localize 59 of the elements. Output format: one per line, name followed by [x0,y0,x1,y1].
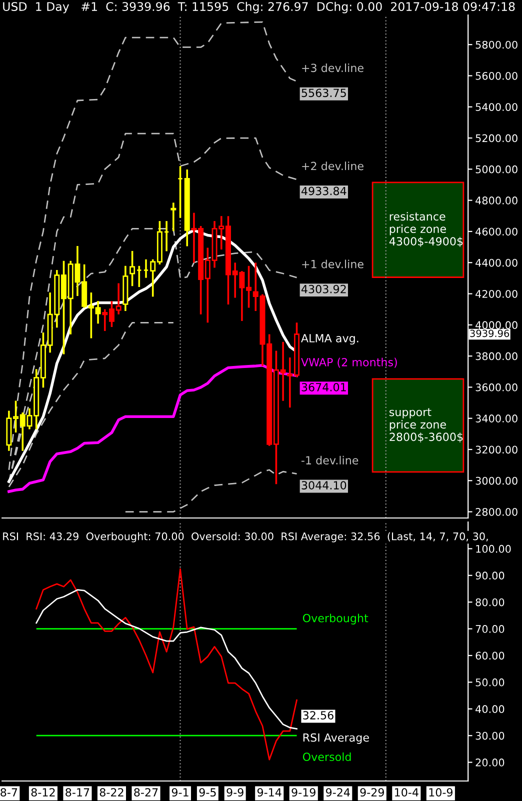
y-tick-label: 60.00 [476,652,504,660]
y-tick-label: 3600.00 [476,383,518,392]
x-tick-label: 8-7 [0,788,18,797]
data-label: 3044.10 [302,481,346,490]
x-tick-label: 9-1 [172,788,188,797]
data-label: 3674.01 [302,382,346,392]
y-tick-label: 30.00 [476,732,504,740]
y-tick-label: 4200.00 [476,290,518,298]
x-tick-label: 9-19 [292,788,316,797]
y-tick-label: 3000.00 [476,476,518,485]
series-label: +1 dev.line [302,260,364,268]
data-label: 4933.84 [301,186,346,196]
y-tick-label: 4800.00 [476,196,518,204]
band-label: resistance price zone 4300$-4900$ [389,212,463,247]
x-tick-label: 8-22 [100,788,124,797]
x-tick-label: 9-29 [360,788,384,797]
x-tick-label: 9-5 [199,788,216,797]
legend-label: RSI Average [303,733,369,744]
y-tick-label: 80.00 [476,598,504,606]
data-label: 4303.92 [301,284,346,294]
y-tick-label: 70.00 [476,625,504,633]
series-label: -1 dev.line [301,456,358,464]
series-label: +3 dev.line [302,64,364,72]
y-tick-label: 5800.00 [476,40,518,49]
series-label: +2 dev.line [302,162,364,170]
y-tick-label: 5200.00 [476,134,518,142]
data-label: 32.56 [303,711,334,720]
x-tick-label: 8-27 [134,788,158,797]
series-label: ALMA avg. [301,334,358,345]
band-label: support price zone 2800$-3600$ [389,408,463,443]
y-tick-label: 4000.00 [476,321,518,330]
x-tick-label: 8-17 [66,788,90,797]
y-tick-label: 2800.00 [476,508,518,516]
x-tick-label: 9-24 [326,788,350,797]
data-label: 5563.75 [302,88,346,98]
y-tick-label: 3200.00 [476,446,518,454]
y-tick-label: 90.00 [476,572,504,580]
x-tick-label: 10-9 [429,788,453,797]
chart-title: USD 1 Day #1 C: 3939.96 T: 11595 Chg: 276.97 DChg: 0.00 2017-09-18 09:47:18 [3,2,515,14]
x-tick-label: 10-4 [395,788,418,797]
y-tick-label: 4400.00 [476,258,518,267]
x-tick-label: 9-9 [226,788,244,797]
text: RSI RSI: 43.29 Overbought: 70.00 Oversold: 30.00 RSI Average: 32.56 (Last, 14, 7, 70, 30, [3,532,488,542]
y-tick-label: 5000.00 [476,165,518,174]
y-tick-label: 5600.00 [476,72,518,80]
x-tick-label: 8-12 [31,788,55,797]
x-tick-label: 9-14 [257,788,282,797]
y-tick-label: 40.00 [476,705,504,714]
y-tick-label: 3800.00 [476,352,518,360]
ref-line-label: Oversold [302,752,351,762]
ref-line-label: Overbought [302,614,368,624]
y-tick-label: 50.00 [476,678,504,686]
y-tick-label: 100.00 [476,544,511,553]
y-tick-label: 5400.00 [476,103,518,111]
y-tick-label: 20.00 [476,758,504,766]
text: 3939.96 [470,330,510,338]
y-tick-label: 3400.00 [476,414,518,422]
series-label: VWAP (2 months) [301,358,397,368]
y-tick-label: 4600.00 [476,228,518,236]
